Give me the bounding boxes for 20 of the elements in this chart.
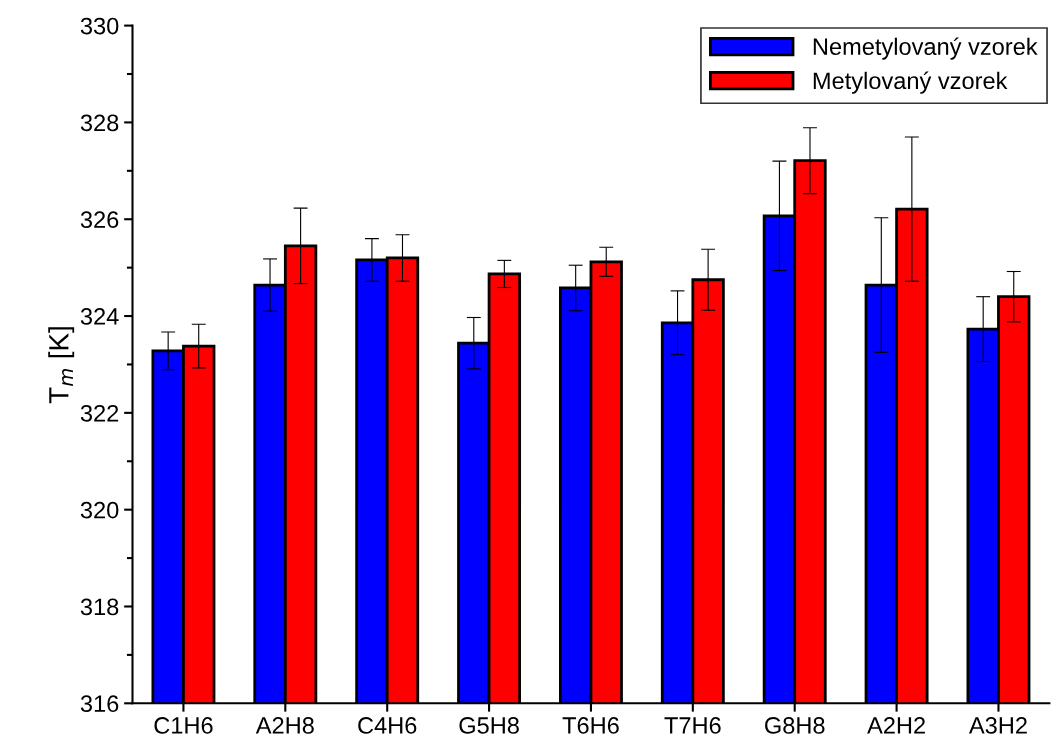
y-tick-label: 316 (80, 695, 119, 713)
y-tick-label: 328 (80, 114, 119, 132)
y-axis-title: T$_{m}$ [K] (48, 327, 75, 404)
y-tick-label: 326 (80, 211, 119, 229)
y-tick-label: 322 (80, 404, 119, 422)
x-tick-label: G8H8 (765, 717, 825, 734)
x-tick-label: T6H6 (562, 717, 619, 734)
y-tick-label: 320 (80, 501, 119, 519)
x-tick-label: A3H2 (968, 717, 1027, 734)
y-tick-label: 318 (80, 598, 119, 616)
y-tick-label: 324 (80, 308, 119, 325)
x-tick-label: C1H6 (154, 717, 213, 734)
x-tick-label: A2H2 (867, 717, 925, 734)
y-tick-label: 330 (80, 17, 119, 35)
legend-label: Metylovaný vzorek (813, 71, 1008, 94)
x-tick-label: A2H8 (255, 717, 314, 734)
legend-label: Nemetylovaný vzorek (813, 37, 1038, 60)
x-tick-label: T7H6 (664, 717, 721, 734)
x-tick-label: C4H6 (358, 717, 417, 734)
x-tick-label: G5H8 (459, 717, 519, 734)
